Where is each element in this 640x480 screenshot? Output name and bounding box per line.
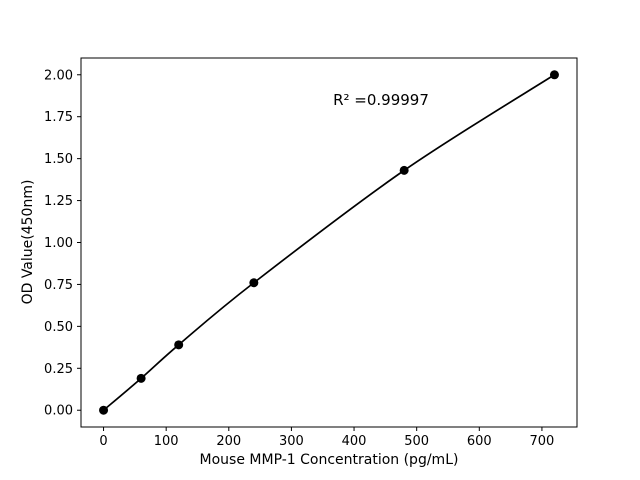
y-axis-label: OD Value(450nm) [20,179,36,305]
x-tick-label: 200 [216,434,241,449]
y-tick-label: 0.50 [44,320,73,335]
x-tick-label: 0 [99,434,107,449]
y-tick-label: 1.50 [44,152,73,167]
y-tick-label: 1.75 [44,110,73,125]
data-point [549,70,559,80]
y-tick-label: 0.00 [44,404,73,419]
data-point [136,373,146,383]
y-tick-label: 1.25 [44,194,73,209]
data-point [99,405,109,415]
y-tick-label: 0.75 [44,278,73,293]
x-tick-label: 400 [342,434,367,449]
plot-border [80,57,578,428]
x-tick-label: 500 [404,434,429,449]
plot-area [81,58,577,427]
y-tick-label: 2.00 [44,68,73,83]
y-tick-label: 0.25 [44,362,73,377]
data-point [249,278,259,288]
x-tick-label: 100 [154,434,179,449]
r-squared-annotation: R² =0.99997 [333,91,429,109]
data-point [174,340,184,350]
x-tick-label: 600 [467,434,492,449]
x-tick-label: 700 [530,434,555,449]
x-axis-label: Mouse MMP-1 Concentration (pg/mL) [199,452,459,468]
y-tick-label: 1.00 [44,236,73,251]
data-point [399,165,409,175]
x-tick-label: 300 [279,434,304,449]
